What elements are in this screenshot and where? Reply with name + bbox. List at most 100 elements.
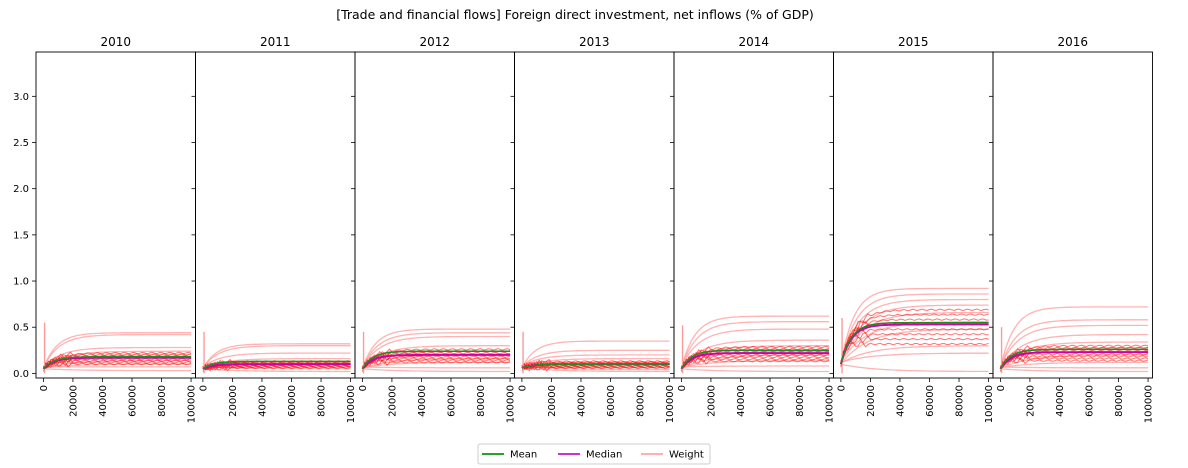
y-tick-label: 2.0 [13,184,29,195]
x-tick-label: 60000 [127,385,138,417]
sample-line [361,354,511,369]
mean-line [202,360,351,370]
x-tick-label: 60000 [446,385,457,417]
x-tick-label: 40000 [417,385,428,417]
weight-line [681,365,830,368]
y-tick-label: 1.0 [13,277,29,288]
x-tick-label: 100000 [984,385,995,423]
weight-line [840,363,989,373]
panel-2010: 2010 0.0 0.5 1.0 1.5 2.0 2.5 3.0 0 20000 40000 6000… [13,35,197,423]
weight-line [1000,361,1149,369]
sample-line [999,357,1149,369]
mean-line [361,350,511,370]
sample-line [840,340,989,365]
x-tick-label: 0 [358,385,369,391]
legend-mean-label: Mean [510,450,537,461]
panel-title: 2013 [579,35,610,49]
x-tick-label: 80000 [317,385,328,417]
weight-line [43,368,192,372]
sample-line [840,308,989,362]
weight-line [680,328,830,368]
sample-line [840,335,989,362]
weight-line [680,321,830,369]
panel-frame [35,51,196,379]
x-tick-label: 80000 [636,385,647,417]
weight-line [999,319,1149,369]
panel-frame [195,51,356,379]
weight-line [202,343,351,370]
weight-line [681,368,830,373]
weight-line [42,333,192,369]
median-line [42,356,192,370]
median-line [839,323,989,365]
weight-line [362,368,511,373]
weight-line [42,332,192,370]
x-tick-label: 40000 [576,385,587,417]
weight-line [1000,354,1149,370]
mean-line [680,349,830,370]
panel-2011: 2011 0 20000 40000 60000 80000 100000 [191,35,357,423]
x-tick-label: 20000 [228,385,239,417]
x-tick-label: 80000 [476,385,487,417]
x-tick-label: 100000 [506,385,517,423]
weight-line [42,350,192,370]
x-tick-label: 0 [39,385,50,391]
weight-line [42,346,192,368]
x-tick-label: 0 [198,385,209,391]
x-tick-label: 60000 [765,385,776,417]
panel-frame [992,51,1153,379]
x-tick-label: 60000 [287,385,298,417]
x-tick-label: 20000 [1025,385,1036,417]
panel-title: 2016 [1057,35,1088,49]
x-tick-label: 40000 [98,385,109,417]
panel-title: 2014 [738,35,769,49]
weight-line [521,354,670,367]
sample-line [362,348,511,368]
x-tick-label: 100000 [1144,385,1155,423]
mean-line [521,363,670,369]
x-tick-label: 0 [517,385,528,391]
x-tick-label: 40000 [1055,385,1066,417]
panel-title: 2011 [260,35,291,49]
panel-2014: 2014 0 20000 40000 60000 80000 100000 [670,35,836,423]
weight-line [840,287,989,365]
y-tick-label: 2.5 [13,138,29,149]
sample-line [521,358,670,370]
weight-line [1000,366,1149,369]
weight-line [999,306,1149,369]
sample-line [361,359,511,369]
x-tick-label: 60000 [606,385,617,417]
weight-line [521,340,670,369]
legend-median-label: Median [586,450,622,461]
weight-line [680,339,830,370]
sample-line [840,328,989,365]
x-tick-label: 0 [677,385,688,391]
x-tick-label: 20000 [387,385,398,417]
panel-2012: 2012 0 20000 40000 60000 80000 100000 [351,35,517,423]
weight-line [680,315,830,369]
mean-line [42,356,192,370]
x-tick-label: 100000 [665,385,676,423]
weight-line [999,324,1149,368]
sample-line [840,313,989,365]
x-tick-label: 20000 [866,385,877,417]
x-tick-label: 100000 [825,385,836,423]
sample-line [840,318,989,367]
chart-legend: Mean Median Weight [477,443,711,465]
weight-line [840,293,989,364]
weight-line [521,349,670,368]
weight-line [840,345,989,364]
y-tick-label: 1.5 [13,230,29,241]
weight-line [361,328,511,370]
legend-weight-label: Weight [669,450,704,461]
panel-2013: 2013 0 20000 40000 60000 80000 100000 [510,35,676,423]
x-tick-label: 40000 [736,385,747,417]
median-line [361,353,511,370]
y-tick-label: 3.0 [13,92,29,103]
sample-line [680,352,830,369]
x-tick-label: 100000 [187,385,198,423]
weight-line [1000,368,1149,373]
x-tick-label: 60000 [925,385,936,417]
sample-line [43,351,192,369]
